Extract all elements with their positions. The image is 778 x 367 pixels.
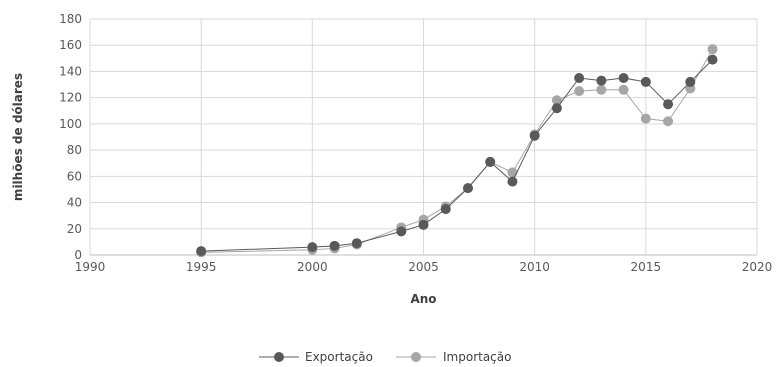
- legend-marker-importacao: [411, 352, 421, 362]
- y-axis-ticks: 0 20 40 60 80 100 120 140 160 180: [59, 12, 82, 262]
- data-point-importacao: [663, 116, 674, 127]
- x-tick-label: 1990: [75, 260, 106, 274]
- x-tick-label: 2010: [519, 260, 550, 274]
- data-point-exportacao: [640, 76, 651, 87]
- data-point-exportacao: [507, 176, 518, 187]
- y-tick-label: 20: [67, 222, 82, 236]
- data-point-exportacao: [196, 246, 207, 257]
- x-tick-label: 1995: [186, 260, 217, 274]
- data-point-exportacao: [485, 156, 496, 167]
- data-point-importacao: [640, 113, 651, 124]
- y-tick-label: 160: [59, 38, 82, 52]
- data-point-importacao: [596, 84, 607, 95]
- legend-item-exportacao: Exportação: [259, 350, 373, 364]
- x-tick-label: 2005: [408, 260, 439, 274]
- series-line-exportacao: [201, 59, 713, 252]
- y-tick-label: 40: [67, 196, 82, 210]
- series-line-importacao: [201, 48, 713, 253]
- data-point-exportacao: [574, 73, 585, 83]
- data-point-exportacao: [551, 103, 562, 114]
- data-point-exportacao: [618, 73, 629, 83]
- data-point-exportacao: [707, 54, 718, 65]
- x-tick-label: 2020: [742, 260, 773, 274]
- y-tick-label: 60: [67, 169, 82, 183]
- legend-item-importacao: Importação: [396, 350, 511, 364]
- data-point-exportacao: [462, 183, 473, 194]
- data-point-exportacao: [351, 238, 362, 249]
- y-tick-label: 80: [67, 143, 82, 157]
- data-point-exportacao: [596, 75, 607, 86]
- data-point-importacao: [707, 44, 718, 55]
- data-point-importacao: [574, 86, 585, 97]
- data-point-exportacao: [529, 130, 540, 141]
- legend: Exportação Importação: [259, 350, 511, 364]
- data-point-exportacao: [396, 226, 407, 237]
- y-tick-label: 100: [59, 117, 82, 131]
- data-point-exportacao: [663, 99, 674, 110]
- data-point-importacao: [507, 167, 518, 178]
- x-tick-label: 2015: [631, 260, 662, 274]
- legend-label-importacao: Importação: [443, 350, 511, 364]
- y-tick-label: 120: [59, 91, 82, 105]
- data-point-exportacao: [329, 240, 340, 251]
- y-axis-title: milhões de dólares: [11, 73, 25, 201]
- y-tick-label: 0: [74, 248, 82, 262]
- x-tick-label: 2000: [297, 260, 328, 274]
- x-axis-title: Ano: [410, 292, 436, 306]
- data-point-exportacao: [307, 242, 318, 253]
- legend-marker-exportacao: [274, 352, 284, 362]
- x-axis-ticks: 1990 1995 2000 2005 2010 2015 2020: [75, 260, 773, 274]
- data-point-exportacao: [685, 76, 696, 87]
- y-tick-label: 180: [59, 12, 82, 26]
- series-group: [196, 44, 718, 258]
- data-point-importacao: [551, 95, 562, 106]
- y-tick-label: 140: [59, 64, 82, 78]
- data-point-importacao: [618, 84, 629, 95]
- legend-label-exportacao: Exportação: [305, 350, 373, 364]
- data-point-exportacao: [440, 204, 451, 215]
- data-point-exportacao: [418, 219, 429, 230]
